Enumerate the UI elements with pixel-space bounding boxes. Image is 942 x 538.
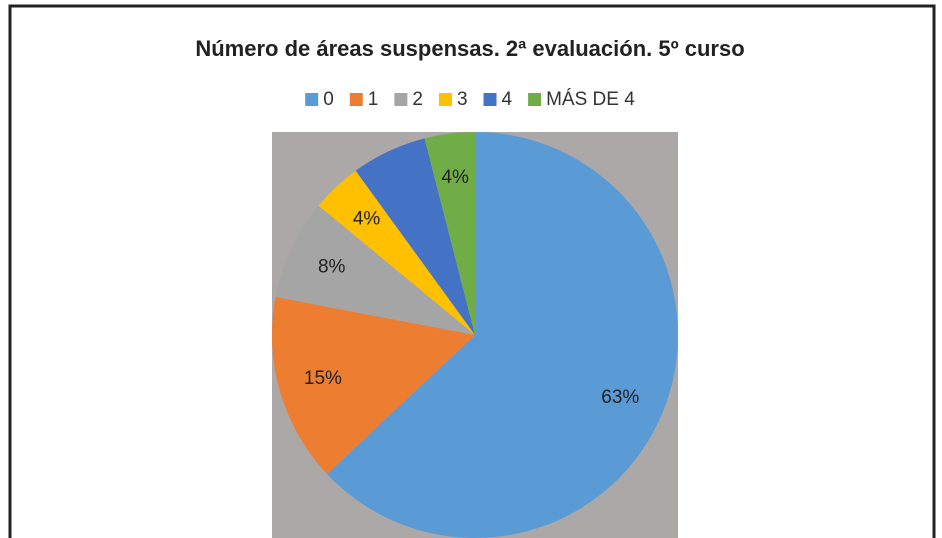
legend-swatch (483, 93, 497, 106)
pie-slice (275, 205, 475, 335)
pie-slice (272, 296, 475, 474)
legend-label: 1 (368, 89, 379, 110)
pie-slice (424, 132, 475, 335)
legend-swatch (394, 93, 408, 106)
pie-slice (327, 132, 679, 538)
legend-label: 0 (323, 89, 334, 110)
data-label: 63% (601, 387, 639, 408)
pie-slice (318, 170, 475, 335)
legend-swatch (305, 93, 319, 106)
legend-swatch (528, 93, 542, 106)
chart-title: Número de áreas suspensas. 2ª evaluación… (195, 36, 744, 61)
legend-label: 3 (457, 89, 468, 110)
legend-label: 4 (502, 89, 513, 110)
legend-label: MÁS DE 4 (546, 89, 635, 110)
legend-swatch (438, 93, 452, 106)
data-label: 8% (318, 257, 346, 278)
legend-label: 2 (412, 89, 423, 110)
data-label: 15% (304, 368, 342, 389)
data-label: 4% (353, 209, 381, 230)
data-label: 4% (441, 167, 469, 188)
legend-swatch (349, 93, 363, 106)
pie-slice (355, 138, 475, 335)
